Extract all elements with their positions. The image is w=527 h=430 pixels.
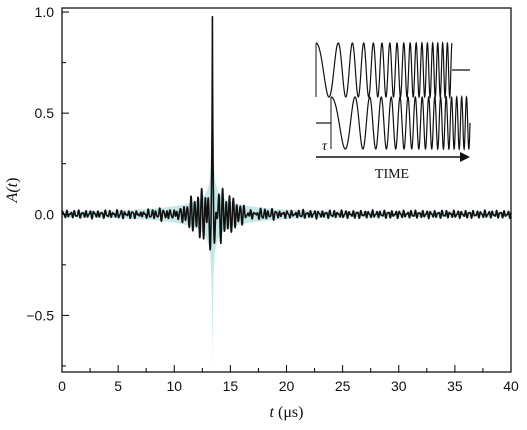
y-axis-label: A(t)	[4, 178, 21, 204]
x-tick-label: 15	[223, 378, 239, 394]
y-tick-label: 1.0	[35, 4, 55, 20]
x-tick-label: 25	[335, 378, 351, 394]
y-tick-label: −0.5	[26, 307, 54, 323]
x-tick-label: 20	[279, 378, 295, 394]
x-tick-label: 5	[114, 378, 122, 394]
inset-chirp-bottom	[330, 94, 471, 151]
x-tick-label: 10	[166, 378, 182, 394]
inset-time-label: TIME	[375, 167, 409, 182]
signal-line	[61, 15, 512, 251]
x-tick-label: 30	[391, 378, 407, 394]
x-tick-label: 35	[447, 378, 463, 394]
inset-tau-label: τ	[322, 139, 328, 154]
inset-chirp-top	[315, 41, 453, 100]
x-tick-label: 0	[58, 378, 66, 394]
x-tick-label: 40	[503, 378, 519, 394]
inset-arrow-head	[460, 152, 470, 162]
y-tick-label: 0.5	[35, 105, 55, 121]
x-axis-label: t (μs)	[270, 404, 304, 421]
y-tick-label: 0.0	[35, 206, 55, 222]
